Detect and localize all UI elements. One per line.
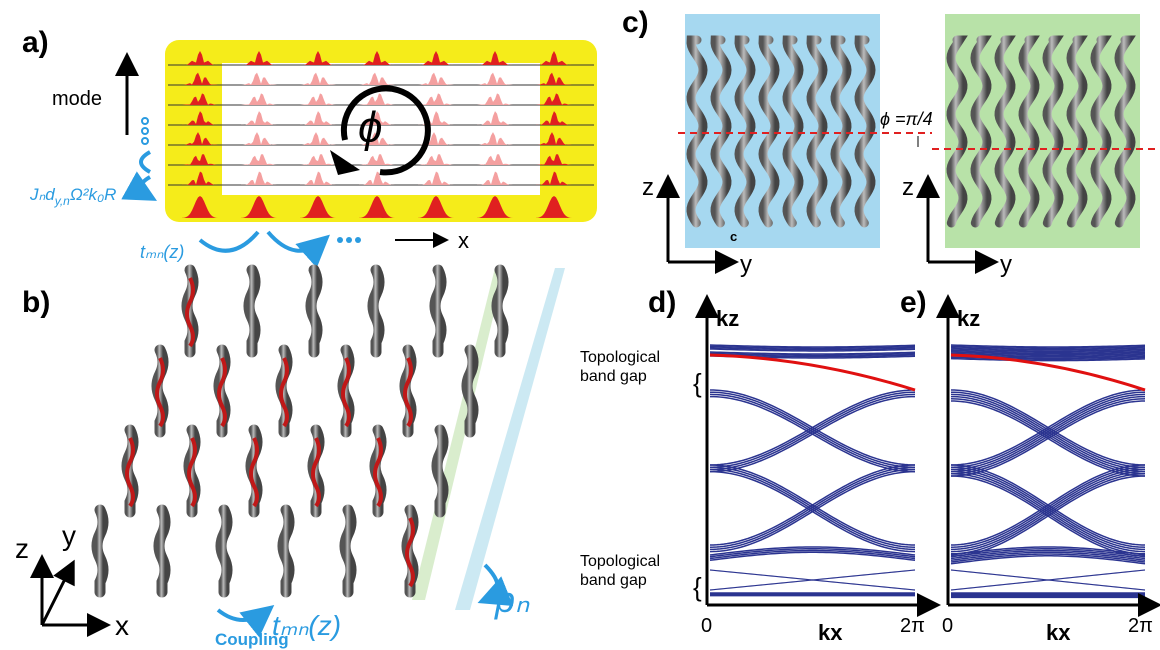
tick-label: 0 [701, 615, 712, 637]
plane-blue [455, 268, 565, 610]
band-lines [710, 345, 915, 596]
tick-label: 2π [1128, 615, 1153, 637]
dot [142, 138, 148, 144]
band [951, 465, 1145, 545]
panel-label: a) [22, 26, 49, 59]
y-axis [42, 565, 72, 625]
axis-label: kx [818, 620, 843, 645]
site-coupling-arrow [200, 232, 324, 251]
band [710, 469, 915, 549]
annotation: Topological [580, 349, 660, 366]
rod [345, 510, 351, 592]
band-lines [951, 345, 1145, 597]
band [710, 394, 915, 469]
rod [159, 510, 165, 592]
rod [435, 270, 441, 352]
coupling-formula: Jₙdy,nΩ²k₀R [29, 185, 116, 208]
figure: a) mode Jₙdy,nΩ²k₀R tₘₙ(z) x ϕ b) z y x … [0, 0, 1160, 650]
axis-label: kx [1046, 620, 1071, 645]
formula-part: Jₙd [29, 185, 55, 204]
band [710, 392, 915, 467]
panel-label: c) [622, 6, 649, 39]
brace: { [693, 572, 702, 602]
band [951, 472, 1145, 552]
band [951, 474, 1145, 554]
rod [283, 510, 289, 592]
edge-state [710, 355, 915, 390]
panel-label: b) [22, 286, 50, 319]
axis-label: z [902, 174, 914, 201]
rod [373, 270, 379, 352]
tick-label: 0 [942, 615, 953, 637]
tick-label: 2π [900, 615, 925, 637]
dot [142, 118, 148, 124]
coupling-arrow [218, 610, 268, 620]
axis-label: x [115, 610, 129, 641]
annotation: band gap [580, 572, 647, 589]
rod [221, 510, 227, 592]
brace: { [693, 368, 702, 398]
band [710, 465, 915, 545]
p-label: pₙ [494, 579, 530, 620]
phase-label: ϕ [358, 103, 382, 152]
band [710, 472, 915, 552]
axis-label: y [62, 520, 76, 551]
axis-label: y [740, 251, 752, 278]
rod [467, 350, 473, 432]
rod-array [97, 270, 503, 592]
annotation: Topological [580, 553, 660, 570]
plane-green [412, 268, 505, 600]
phase-label: ϕ =π/4 [880, 109, 933, 129]
rod [249, 270, 255, 352]
dot [337, 237, 343, 243]
mode-coupling-arrow [141, 152, 150, 197]
rod-label: c [730, 229, 737, 244]
band [951, 476, 1145, 556]
panel-label: d) [648, 286, 676, 319]
axis-label: kz [957, 306, 980, 331]
dot [346, 237, 352, 243]
band [951, 469, 1145, 549]
dot [142, 128, 148, 134]
coupling-label: tₘₙ(z) [272, 610, 341, 641]
mode-label: mode [52, 88, 102, 110]
rod [97, 510, 103, 592]
x-label: x [458, 228, 469, 253]
panel-label: e) [900, 286, 927, 319]
formula-sub: y,n [54, 194, 70, 208]
annotation: band gap [580, 368, 647, 385]
coupling-label: tₘₙ(z) [140, 242, 184, 262]
band [710, 467, 915, 547]
rod [497, 270, 503, 352]
axis-label: z [15, 533, 29, 564]
rod [311, 270, 317, 352]
formula-part: Ω²k₀R [70, 185, 117, 204]
axis-label: y [1000, 251, 1012, 278]
dot [355, 237, 361, 243]
axis-label: z [642, 174, 654, 201]
rod [437, 430, 443, 512]
band [951, 467, 1145, 547]
axis-label: kz [716, 306, 739, 331]
